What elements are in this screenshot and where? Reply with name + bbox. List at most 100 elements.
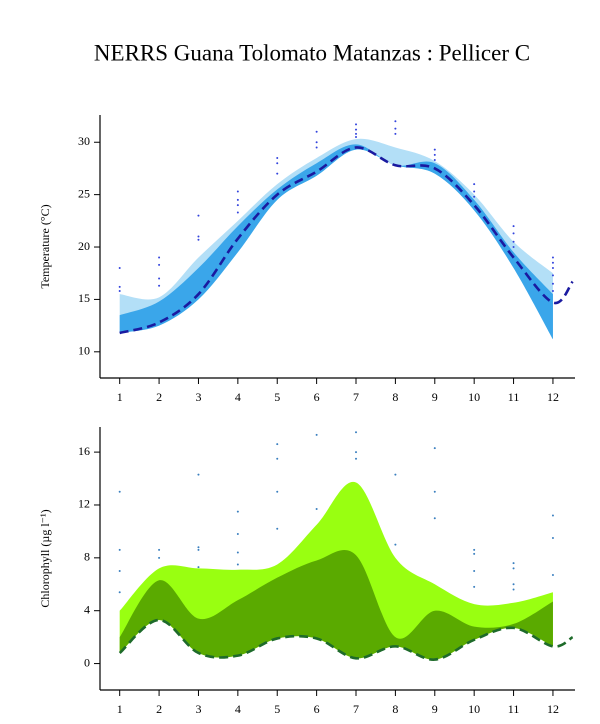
y-tick-label: 0 <box>84 655 90 669</box>
y-tick-label: 4 <box>84 602 90 616</box>
x-tick-label: 2 <box>156 702 162 716</box>
data-point <box>158 548 161 551</box>
data-point <box>512 583 515 586</box>
data-point <box>315 507 318 510</box>
data-point <box>473 183 476 186</box>
data-point <box>197 546 200 549</box>
x-tick-label: 11 <box>508 702 520 716</box>
y-tick-label: 20 <box>78 239 90 253</box>
data-point <box>276 527 279 530</box>
data-point <box>276 490 279 493</box>
data-point <box>512 588 515 591</box>
x-tick-label: 6 <box>314 702 320 716</box>
data-point <box>473 195 476 198</box>
data-point <box>197 473 200 476</box>
band-area <box>119 144 553 340</box>
data-point <box>355 457 358 460</box>
data-point <box>236 211 239 214</box>
data-point <box>158 556 161 559</box>
y-tick-label: 16 <box>78 444 90 458</box>
y-axis-label: Chlorophyll (µg l⁻¹) <box>38 509 52 607</box>
data-point <box>197 238 200 241</box>
data-point <box>355 451 358 454</box>
data-point <box>433 148 436 151</box>
data-point <box>158 256 161 259</box>
x-tick-label: 3 <box>195 702 201 716</box>
data-point <box>197 548 200 551</box>
data-point <box>158 277 161 280</box>
data-point <box>355 128 358 131</box>
x-tick-label: 4 <box>235 390 241 404</box>
data-point <box>551 261 554 264</box>
x-tick-label: 5 <box>274 702 280 716</box>
x-tick-label: 1 <box>117 702 123 716</box>
x-tick-label: 10 <box>468 702 480 716</box>
y-axis-label: Temperature (°C) <box>38 204 52 288</box>
y-tick-label: 12 <box>78 497 90 511</box>
data-point <box>118 266 121 269</box>
data-point <box>394 127 397 130</box>
data-point <box>551 274 554 277</box>
y-tick-label: 30 <box>78 134 90 148</box>
data-point <box>512 240 515 243</box>
data-point <box>433 490 436 493</box>
data-point <box>551 256 554 259</box>
data-point <box>473 190 476 193</box>
data-point <box>433 447 436 450</box>
band-area <box>119 549 553 660</box>
data-point <box>473 585 476 588</box>
y-tick-label: 15 <box>78 291 90 305</box>
data-point <box>197 214 200 217</box>
data-point <box>473 548 476 551</box>
data-point <box>158 263 161 266</box>
data-point <box>197 235 200 238</box>
y-tick-label: 25 <box>78 186 90 200</box>
data-point <box>236 551 239 554</box>
y-tick-label: 8 <box>84 550 90 564</box>
data-point <box>118 290 121 293</box>
y-tick-label: 10 <box>78 344 90 358</box>
x-tick-label: 5 <box>274 390 280 404</box>
data-point <box>315 433 318 436</box>
data-point <box>433 153 436 156</box>
data-point <box>355 136 358 139</box>
x-tick-label: 11 <box>508 390 520 404</box>
data-point <box>236 198 239 201</box>
data-point <box>118 570 121 573</box>
median-line <box>119 146 574 335</box>
x-tick-label: 7 <box>353 390 359 404</box>
data-point <box>276 172 279 175</box>
data-point <box>394 120 397 123</box>
data-point <box>236 204 239 207</box>
data-point <box>118 285 121 288</box>
data-point <box>512 232 515 235</box>
x-tick-label: 7 <box>353 702 359 716</box>
data-point <box>512 567 515 570</box>
data-point <box>473 570 476 573</box>
data-point <box>512 562 515 565</box>
data-point <box>512 225 515 228</box>
data-point <box>118 548 121 551</box>
data-point <box>394 473 397 476</box>
x-tick-label: 9 <box>432 702 438 716</box>
data-point <box>236 510 239 513</box>
data-point <box>551 514 554 517</box>
data-point <box>118 490 121 493</box>
x-tick-label: 2 <box>156 390 162 404</box>
x-tick-label: 6 <box>314 390 320 404</box>
x-tick-label: 3 <box>195 390 201 404</box>
data-point <box>276 457 279 460</box>
data-point <box>276 156 279 159</box>
x-tick-label: 1 <box>117 390 123 404</box>
data-point <box>118 591 121 594</box>
x-tick-label: 4 <box>235 702 241 716</box>
x-tick-label: 9 <box>432 390 438 404</box>
data-point <box>551 282 554 285</box>
data-point <box>276 443 279 446</box>
page-title: NERRS Guana Tolomato Matanzas : Pellicer… <box>94 40 530 65</box>
data-point <box>197 566 200 569</box>
x-tick-label: 12 <box>547 390 559 404</box>
data-point <box>551 266 554 269</box>
x-tick-label: 8 <box>392 390 398 404</box>
